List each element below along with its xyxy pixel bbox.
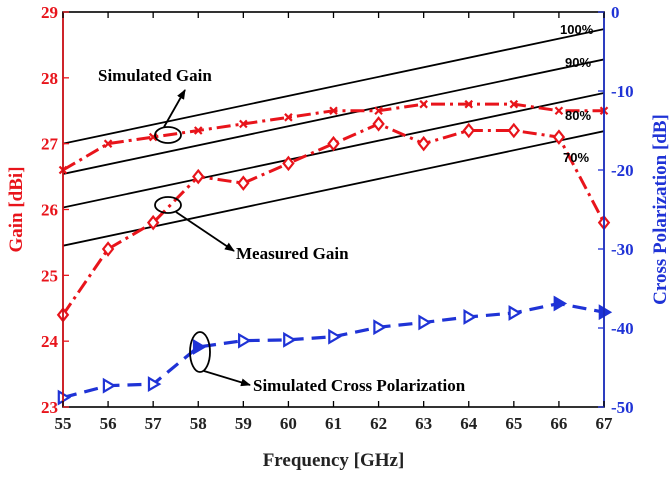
x-tick-label-57: 57 [145, 414, 163, 433]
efficiency-label-70pct: 70% [563, 150, 589, 165]
point-simulated-gain-61 [329, 106, 338, 116]
point-simulated-gain-64 [464, 99, 474, 109]
point-simulated-gain-64-b [464, 99, 474, 109]
y-right-tick-label--50: -50 [611, 398, 634, 417]
point-simulated-cross-polarization-62 [373, 319, 387, 336]
point-measured-gain-56 [101, 241, 115, 257]
y-left-tick-label-27: 27 [41, 135, 59, 154]
point-measured-gain-63 [417, 135, 430, 152]
x-tick-label-56: 56 [100, 414, 117, 433]
x-tick-label-59: 59 [235, 414, 252, 433]
point-simulated-cross-polarization-61 [328, 328, 342, 345]
point-simulated-gain-60-b [284, 113, 293, 122]
annotation-label-measured-gain: Measured Gain [236, 244, 349, 263]
point-measured-gain-57 [146, 214, 160, 231]
point-simulated-gain-65-b [509, 99, 519, 109]
point-simulated-cross-polarization-55 [57, 389, 72, 406]
series-simulated-cross-polarization [57, 295, 613, 406]
annotation-label-cross-polarization: Simulated Cross Polarization [253, 376, 466, 395]
x-tick-label-55: 55 [55, 414, 72, 433]
annotation-arrow-cross-polarization [203, 370, 251, 387]
annotation-arrow-simulated-gain [163, 89, 186, 128]
point-simulated-gain-59 [239, 119, 248, 129]
annotation-ellipse-cross-polarization [189, 331, 211, 373]
y-left-axis-title: Gain [dBi] [6, 166, 27, 252]
y-left-tick-label-28: 28 [41, 69, 58, 88]
axes-layer: 100% 90% 80% 70% 55 56 57 58 59 60 61 62 63 64 65 66 67 2… [6, 3, 671, 471]
point-simulated-cross-polarization-60 [283, 331, 297, 348]
y-right-axis-title: Cross Polarization [dB] [650, 114, 671, 305]
series-layer [56, 99, 613, 406]
point-simulated-cross-polarization-56 [102, 377, 117, 394]
y-left-tick-label-26: 26 [41, 201, 58, 220]
efficiency-label-90pct: 90% [565, 55, 591, 70]
series-measured-gain [56, 116, 611, 323]
point-simulated-cross-polarization-67 [598, 304, 613, 321]
point-simulated-gain-58-b [193, 126, 203, 135]
point-simulated-gain-66 [554, 106, 564, 116]
point-simulated-cross-polarization-65 [508, 305, 523, 321]
x-tick-label-61: 61 [325, 414, 342, 433]
point-simulated-gain-63-b [419, 99, 428, 109]
point-simulated-gain-59-b [239, 119, 248, 129]
point-simulated-gain-56-b [103, 139, 113, 148]
x-tick-label-67: 67 [596, 414, 614, 433]
efficiency-line-90pct [63, 58, 604, 175]
x-tick-label-64: 64 [460, 414, 478, 433]
annotation-arrow-measured-gain [175, 211, 235, 252]
point-simulated-gain-62 [374, 106, 383, 116]
point-simulated-gain-66-b [554, 106, 564, 116]
x-tick-label-62: 62 [370, 414, 387, 433]
y-left-tick-label-29: 29 [41, 3, 58, 22]
efficiency-label-80pct: 80% [565, 108, 591, 123]
point-simulated-gain-56 [103, 139, 113, 148]
y-right-tick-label--30: -30 [611, 240, 634, 259]
series-line-measured-gain [61, 122, 606, 316]
point-simulated-cross-polarization-66 [553, 295, 568, 312]
y-right-tick-label--20: -20 [611, 161, 634, 180]
point-simulated-cross-polarization-64 [463, 309, 477, 325]
efficiency-line-100pct [63, 28, 604, 145]
x-tick-label-60: 60 [280, 414, 297, 433]
point-measured-gain-66 [552, 129, 566, 145]
point-simulated-gain-58 [193, 126, 203, 135]
efficiency-label-100pct: 100% [560, 22, 594, 37]
point-simulated-cross-polarization-63 [418, 314, 432, 331]
point-simulated-gain-65 [509, 99, 519, 109]
point-measured-gain-60 [282, 155, 295, 172]
annotation-label-simulated-gain: Simulated Gain [98, 66, 212, 85]
point-measured-gain-64 [462, 122, 475, 139]
point-measured-gain-58 [192, 168, 205, 185]
point-measured-gain-65 [507, 122, 521, 139]
point-measured-gain-61 [327, 135, 340, 152]
x-tick-label-58: 58 [190, 414, 207, 433]
y-right-tick-label--40: -40 [611, 319, 634, 338]
y-right-tick-label-0: 0 [611, 3, 620, 22]
point-measured-gain-59 [237, 175, 250, 191]
x-tick-label-63: 63 [415, 414, 432, 433]
point-measured-gain-62 [372, 116, 385, 132]
point-simulated-gain-61-b [329, 106, 338, 116]
x-axis-title: Frequency [GHz] [263, 450, 405, 471]
point-simulated-gain-63 [419, 99, 428, 109]
y-right-tick-label--10: -10 [611, 82, 634, 101]
annotation-ellipse-simulated-gain [154, 126, 182, 144]
point-simulated-cross-polarization-58 [192, 339, 207, 355]
point-simulated-cross-polarization-57 [147, 376, 162, 393]
point-simulated-gain-60 [284, 113, 293, 122]
y-left-tick-label-24: 24 [41, 332, 59, 351]
point-simulated-gain-62-b [374, 106, 383, 116]
x-tick-label-65: 65 [505, 414, 522, 433]
annotation-ellipse-measured-gain [154, 196, 182, 214]
y-left-tick-label-23: 23 [41, 398, 58, 417]
x-tick-label-66: 66 [550, 414, 567, 433]
point-simulated-cross-polarization-59 [238, 332, 252, 349]
annotations-layer: Simulated Gain Measured Gain Simulated Cro… [98, 66, 466, 395]
y-left-tick-label-25: 25 [41, 266, 58, 285]
